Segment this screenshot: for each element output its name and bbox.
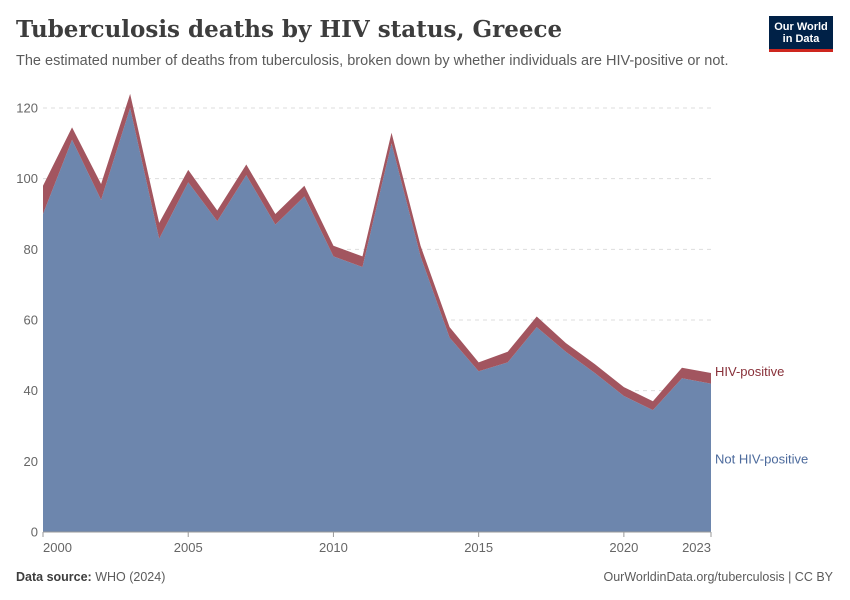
logo-line-1: Our World (774, 21, 828, 33)
y-tick-label: 20 (24, 454, 38, 469)
data-source-value: WHO (2024) (95, 570, 166, 584)
logo-line-2: in Data (782, 33, 820, 45)
y-tick-label: 0 (31, 525, 38, 540)
chart-title: Tuberculosis deaths by HIV status, Greec… (16, 16, 563, 43)
y-tick-label: 80 (24, 242, 38, 257)
y-tick-label: 120 (16, 101, 38, 116)
x-tick-label: 2000 (43, 540, 72, 555)
owid-logo[interactable]: Our World in Data (769, 16, 833, 52)
data-source-label: Data source: (16, 570, 92, 584)
credit-link[interactable]: OurWorldinData.org/tuberculosis | CC BY (603, 570, 834, 584)
x-tick-label: 2015 (464, 540, 493, 555)
y-tick-label: 100 (16, 171, 38, 186)
data-source: Data source: WHO (2024) (16, 570, 165, 584)
chart-subtitle: The estimated number of deaths from tube… (16, 53, 729, 69)
x-tick-label: 2005 (174, 540, 203, 555)
x-tick-label: 2010 (319, 540, 348, 555)
y-tick-label: 40 (24, 383, 38, 398)
series-label-hiv-positive: HIV-positive (715, 364, 784, 379)
series-label-not-hiv-positive: Not HIV-positive (715, 451, 808, 466)
area-not-hiv-positive (43, 108, 711, 532)
area-hiv-positive (43, 93, 711, 411)
x-tick-label: 2020 (609, 540, 638, 555)
x-tick-label: 2023 (682, 540, 711, 555)
y-tick-label: 60 (24, 313, 38, 328)
